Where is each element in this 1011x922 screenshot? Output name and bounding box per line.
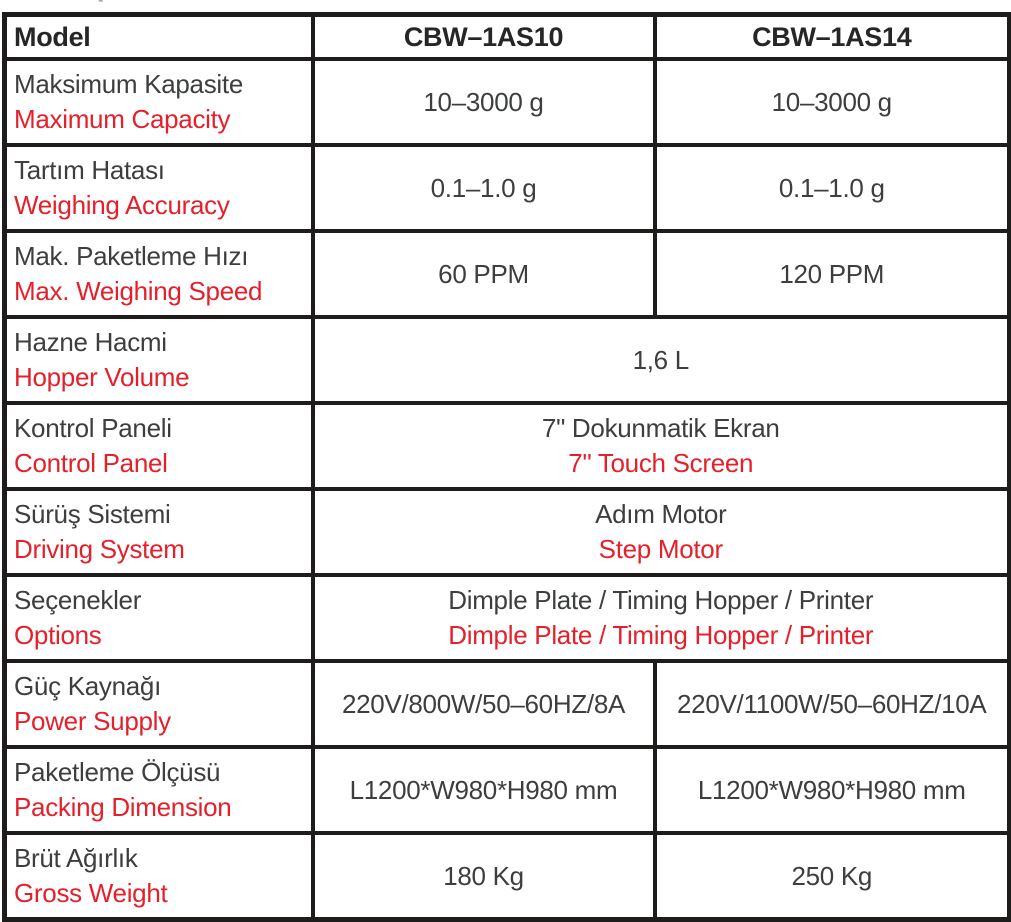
- table-row-packing-dimension: Paketleme Ölçüsü Packing Dimension L1200…: [2, 745, 1011, 835]
- row-label-packing-dimension: Paketleme Ölçüsü Packing Dimension: [2, 745, 315, 835]
- row-label-options: Seçenekler Options: [2, 573, 315, 663]
- row-label-max-weighing-speed: Mak. Paketleme Hızı Max. Weighing Speed: [2, 229, 315, 319]
- value-english: Step Motor: [598, 534, 723, 564]
- table-row-maximum-capacity: Maksimum Kapasite Maximum Capacity 10–30…: [2, 57, 1011, 147]
- table-row-driving-system: Sürüş Sistemi Driving System Adım Motor …: [2, 487, 1011, 577]
- label-english: Power Supply: [14, 706, 171, 736]
- value-cbw-1as14: 10–3000 g: [652, 57, 1011, 147]
- label-turkish: Brüt Ağırlık: [14, 843, 138, 873]
- table-row-hopper-volume: Hazne Hacmi Hopper Volume 1,6 L: [2, 315, 1011, 405]
- header-column-cbw-1as14: CBW–1AS14: [652, 12, 1011, 61]
- label-turkish: Seçenekler: [14, 585, 142, 615]
- row-label-gross-weight: Brüt Ağırlık Gross Weight: [2, 831, 315, 922]
- label-english: Maximum Capacity: [14, 104, 231, 134]
- label-turkish: Paketleme Ölçüsü: [14, 757, 221, 787]
- value-cbw-1as10: 220V/800W/50–60HZ/8A: [310, 659, 657, 749]
- label-turkish: Mak. Paketleme Hızı: [14, 241, 249, 271]
- table-row-power-supply: Güç Kaynağı Power Supply 220V/800W/50–60…: [2, 659, 1011, 749]
- label-turkish: Kontrol Paneli: [14, 413, 172, 443]
- table-row-gross-weight: Brüt Ağırlık Gross Weight 180 Kg 250 Kg: [2, 831, 1011, 922]
- label-english: Gross Weight: [14, 878, 168, 908]
- value-cbw-1as14: 250 Kg: [652, 831, 1011, 922]
- value-merged: Dimple Plate / Timing Hopper / Printer D…: [310, 573, 1011, 663]
- row-label-hopper-volume: Hazne Hacmi Hopper Volume: [2, 315, 315, 405]
- label-turkish: Hazne Hacmi: [14, 327, 167, 357]
- value-turkish: Dimple Plate / Timing Hopper / Printer: [448, 585, 874, 615]
- value-cbw-1as10: 0.1–1.0 g: [310, 143, 657, 233]
- stray-dash-mark: -: [98, 0, 104, 9]
- value-cbw-1as14: 220V/1100W/50–60HZ/10A: [652, 659, 1011, 749]
- table-row-max-weighing-speed: Mak. Paketleme Hızı Max. Weighing Speed …: [2, 229, 1011, 319]
- value-cbw-1as10: 60 PPM: [310, 229, 657, 319]
- value-cbw-1as14: L1200*W980*H980 mm: [652, 745, 1011, 835]
- value-merged: 7" Dokunmatik Ekran 7" Touch Screen: [310, 401, 1011, 491]
- value-english: 7" Touch Screen: [568, 448, 754, 478]
- value-merged: Adım Motor Step Motor: [310, 487, 1011, 577]
- label-turkish: Maksimum Kapasite: [14, 69, 243, 99]
- row-label-maximum-capacity: Maksimum Kapasite Maximum Capacity: [2, 57, 315, 147]
- label-english: Weighing Accuracy: [14, 190, 230, 220]
- label-english: Packing Dimension: [14, 792, 232, 822]
- label-english: Control Panel: [14, 448, 168, 478]
- spec-table: Model CBW–1AS10 CBW–1AS14 Maksimum Kapas…: [2, 12, 1011, 922]
- value-cbw-1as10: L1200*W980*H980 mm: [310, 745, 657, 835]
- row-label-driving-system: Sürüş Sistemi Driving System: [2, 487, 315, 577]
- label-english: Driving System: [14, 534, 185, 564]
- label-turkish: Güç Kaynağı: [14, 671, 162, 701]
- value-english: Dimple Plate / Timing Hopper / Printer: [448, 620, 874, 650]
- value-cbw-1as10: 10–3000 g: [310, 57, 657, 147]
- value-turkish: Adım Motor: [595, 499, 727, 529]
- table-row-options: Seçenekler Options Dimple Plate / Timing…: [2, 573, 1011, 663]
- value-cbw-1as14: 0.1–1.0 g: [652, 143, 1011, 233]
- value-cbw-1as10: 180 Kg: [310, 831, 657, 922]
- label-english: Hopper Volume: [14, 362, 190, 392]
- table-row-control-panel: Kontrol Paneli Control Panel 7" Dokunmat…: [2, 401, 1011, 491]
- header-model-label: Model: [2, 12, 315, 61]
- label-turkish: Tartım Hatası: [14, 155, 165, 185]
- row-label-power-supply: Güç Kaynağı Power Supply: [2, 659, 315, 749]
- table-row-weighing-accuracy: Tartım Hatası Weighing Accuracy 0.1–1.0 …: [2, 143, 1011, 233]
- value-turkish: 7" Dokunmatik Ekran: [541, 413, 780, 443]
- value-cbw-1as14: 120 PPM: [652, 229, 1011, 319]
- table-header-row: Model CBW–1AS10 CBW–1AS14: [2, 12, 1011, 61]
- row-label-control-panel: Kontrol Paneli Control Panel: [2, 401, 315, 491]
- label-english: Max. Weighing Speed: [14, 276, 263, 306]
- value-merged: 1,6 L: [310, 315, 1011, 405]
- row-label-weighing-accuracy: Tartım Hatası Weighing Accuracy: [2, 143, 315, 233]
- header-column-cbw-1as10: CBW–1AS10: [310, 12, 657, 61]
- label-english: Options: [14, 620, 102, 650]
- label-turkish: Sürüş Sistemi: [14, 499, 171, 529]
